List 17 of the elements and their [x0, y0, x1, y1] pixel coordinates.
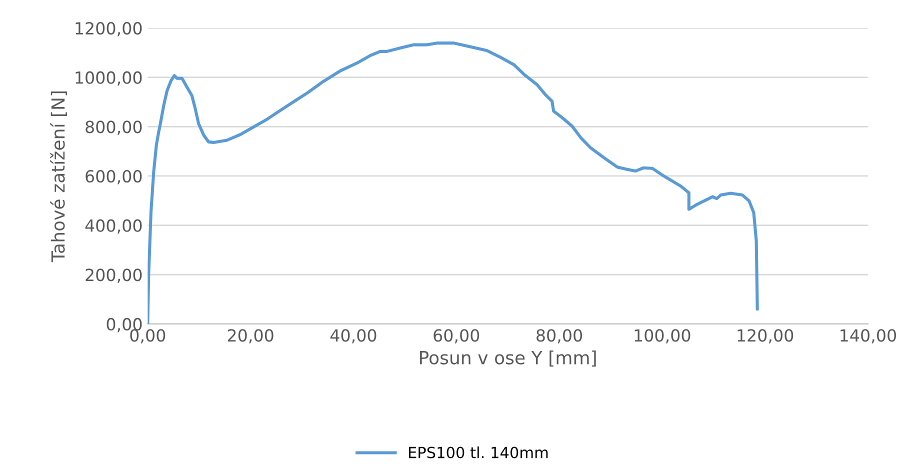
- y-tick-label: 600,00: [86, 170, 142, 184]
- x-tick-label: 100,00: [634, 329, 690, 344]
- y-tick-label: 1000,00: [76, 71, 142, 86]
- y-tick-label: 400,00: [85, 219, 142, 234]
- x-tick-label: 80,00: [536, 329, 582, 344]
- x-tick-label: 20,00: [228, 329, 274, 344]
- x-tick-label: 140,00: [840, 329, 896, 344]
- x-tick-label: 120,00: [738, 329, 794, 344]
- x-tick-label: 40,00: [330, 329, 376, 344]
- legend-label: EPS100 tl. 140mm: [408, 446, 548, 458]
- y-tick-label: 200,00: [86, 268, 142, 283]
- line-series: [148, 42, 759, 324]
- y-tick-label: 1200,00: [76, 22, 142, 36]
- y-tick-label: 800,00: [86, 120, 142, 135]
- y-axis-title: Tahové zatížení [N]: [50, 91, 67, 262]
- x-tick-label: 60,00: [434, 329, 480, 344]
- x-axis-title: Posun v ose Y [mm]: [420, 350, 596, 367]
